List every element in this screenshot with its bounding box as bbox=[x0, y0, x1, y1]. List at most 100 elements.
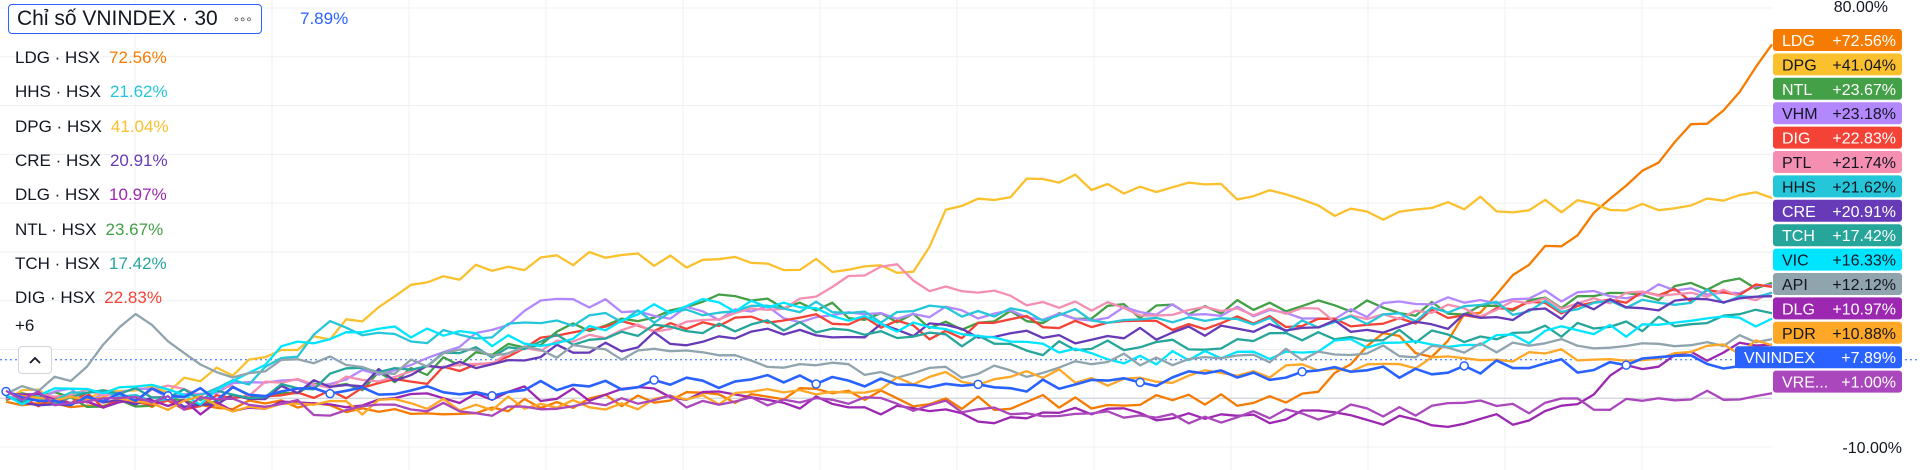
legend-symbol: DPG · HSX bbox=[15, 116, 102, 136]
price-tag-value: +21.74% bbox=[1832, 155, 1896, 172]
price-tag-symbol: API bbox=[1782, 277, 1808, 294]
price-tag-symbol: DLG bbox=[1782, 301, 1815, 318]
legend-symbol: DLG · HSX bbox=[15, 185, 101, 205]
legend-symbol: LDG · HSX bbox=[15, 48, 101, 68]
price-tag-api bbox=[1773, 273, 1902, 295]
price-tag-ntl bbox=[1773, 77, 1902, 100]
legend-change: 23.67% bbox=[105, 219, 164, 239]
price-tag-pdr bbox=[1773, 321, 1902, 344]
collapse-legend-button[interactable] bbox=[18, 346, 52, 374]
series-line-dpg bbox=[5, 173, 1773, 403]
price-tag-vic bbox=[1773, 248, 1902, 271]
index-marker bbox=[1135, 377, 1145, 388]
series-line-ldg bbox=[5, 43, 1773, 416]
price-tag-value: +10.97% bbox=[1832, 301, 1896, 318]
index-marker bbox=[325, 388, 335, 399]
price-tag-value: +41.04% bbox=[1832, 57, 1896, 74]
y-axis-labels: 80.00% -10.00% bbox=[1834, 0, 1902, 457]
price-tag-symbol: VRE... bbox=[1782, 375, 1828, 392]
legend-change: 21.62% bbox=[109, 82, 168, 102]
price-tag-symbol: VNINDEX bbox=[1744, 350, 1815, 367]
price-tag-value: +1.00% bbox=[1841, 375, 1896, 392]
price-tag-symbol: VHM bbox=[1782, 106, 1818, 123]
legend-row[interactable]: DLG · HSX 10.97% bbox=[15, 178, 169, 212]
price-tag-hhs bbox=[1773, 175, 1902, 198]
price-tag-value: +17.42% bbox=[1832, 228, 1896, 245]
chevron-up-icon bbox=[29, 356, 41, 364]
index-title: Chỉ số VNINDEX · 30 bbox=[17, 7, 218, 30]
symbol-header[interactable]: Chỉ số VNINDEX · 30 ◦◦◦ bbox=[8, 4, 262, 34]
series-line-cre bbox=[5, 295, 1773, 408]
price-tag-value: +12.12% bbox=[1832, 277, 1896, 294]
price-tag-symbol: DIG bbox=[1782, 131, 1810, 148]
legend-row[interactable]: DPG · HSX 41.04% bbox=[15, 110, 169, 144]
price-tag-value: +23.67% bbox=[1832, 82, 1896, 99]
series-line-vhm bbox=[5, 283, 1773, 404]
price-tag-symbol: CRE bbox=[1782, 204, 1816, 221]
price-tag-symbol: LDG bbox=[1782, 33, 1815, 50]
series-lines bbox=[1, 43, 1773, 429]
price-tag-cre bbox=[1773, 199, 1902, 222]
legend-row[interactable]: CRE · HSX 20.91% bbox=[15, 144, 169, 178]
index-marker bbox=[1297, 367, 1307, 377]
price-tag-value: +21.62% bbox=[1832, 179, 1896, 196]
legend-row[interactable]: DIG · HSX 22.83% bbox=[15, 281, 169, 315]
series-price-tags: LDG +72.56% DPG +41.04% NTL +23.67% VHM +23.18%… bbox=[1735, 29, 1902, 393]
series-line-api bbox=[5, 312, 1773, 395]
price-tag-ldg bbox=[1773, 29, 1902, 51]
series-line-vre bbox=[5, 389, 1773, 425]
index-marker bbox=[811, 379, 821, 389]
price-tag-value: +72.56% bbox=[1832, 33, 1896, 50]
legend-symbol: TCH · HSX bbox=[15, 253, 100, 273]
legend-row[interactable]: LDG · HSX 72.56% bbox=[15, 41, 169, 75]
index-marker bbox=[1621, 360, 1631, 370]
series-line-vnindex bbox=[5, 354, 1773, 406]
legend-row[interactable]: NTL · HSX 23.67% bbox=[15, 212, 169, 246]
legend-change: 20.91% bbox=[109, 151, 168, 171]
price-tag-symbol: VIC bbox=[1782, 253, 1809, 270]
more-symbols-count[interactable]: +6 bbox=[15, 316, 35, 335]
index-change: 7.89% bbox=[300, 9, 349, 28]
price-tag-symbol: DPG bbox=[1782, 57, 1817, 74]
y-tick-label: 80.00% bbox=[1834, 0, 1888, 16]
legend-change: 41.04% bbox=[110, 116, 169, 136]
price-tag-symbol: PTL bbox=[1782, 155, 1811, 172]
legend-symbol: DIG · HSX bbox=[15, 288, 96, 308]
price-tag-symbol: HHS bbox=[1782, 179, 1816, 196]
legend-change: 17.42% bbox=[109, 253, 167, 273]
legend-symbol: NTL · HSX bbox=[15, 219, 97, 239]
series-line-ntl bbox=[5, 277, 1773, 409]
price-tag-dig bbox=[1773, 126, 1902, 149]
price-tag-symbol: PDR bbox=[1782, 326, 1816, 343]
price-tag-value: +16.33% bbox=[1832, 253, 1896, 270]
legend-change: 10.97% bbox=[109, 185, 167, 205]
price-tag-ptl bbox=[1773, 151, 1902, 173]
series-line-ptl bbox=[5, 263, 1773, 403]
price-tag-vre bbox=[1773, 370, 1902, 393]
index-marker bbox=[649, 375, 659, 385]
price-tag-symbol: TCH bbox=[1782, 228, 1815, 245]
legend-row[interactable]: TCH · HSX 17.42% bbox=[15, 247, 169, 281]
price-tag-symbol: NTL bbox=[1782, 82, 1812, 99]
series-line-hhs bbox=[5, 288, 1773, 403]
price-tag-vhm bbox=[1773, 102, 1902, 125]
index-marker bbox=[973, 379, 983, 390]
price-tag-value: +10.88% bbox=[1832, 326, 1896, 343]
price-tag-value: +7.89% bbox=[1841, 350, 1896, 367]
y-tick-label: -10.00% bbox=[1842, 440, 1902, 457]
price-tag-dpg bbox=[1773, 53, 1902, 76]
price-tag-value: +22.83% bbox=[1832, 131, 1896, 148]
legend-change: 72.56% bbox=[109, 48, 167, 68]
legend-symbol: HHS · HSX bbox=[15, 82, 101, 102]
price-tag-tch bbox=[1773, 224, 1902, 247]
price-tag-value: +20.91% bbox=[1832, 204, 1896, 221]
symbol-legend: LDG · HSX 72.56% HHS · HSX 21.62% DPG · HSX 4… bbox=[15, 41, 169, 315]
legend-symbol: CRE · HSX bbox=[15, 151, 101, 171]
more-dots-icon[interactable]: ◦◦◦ bbox=[233, 10, 253, 28]
index-marker bbox=[487, 391, 497, 401]
index-marker bbox=[1459, 361, 1469, 371]
legend-row[interactable]: HHS · HSX 21.62% bbox=[15, 75, 169, 109]
price-tag-dlg bbox=[1773, 297, 1902, 320]
